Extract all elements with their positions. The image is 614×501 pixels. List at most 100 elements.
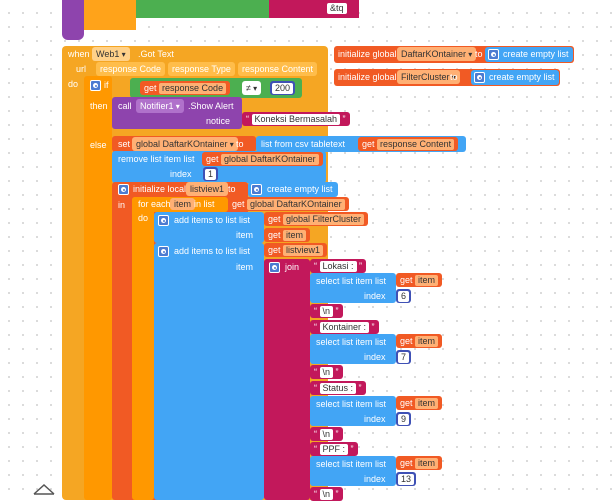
join-text-newline[interactable]: “ \n ” <box>310 365 343 379</box>
join-text-kontainer[interactable]: “ Kontainer : ” <box>310 320 379 334</box>
gear-icon[interactable] <box>90 80 101 91</box>
get-var[interactable]: global DaftarKOntainer <box>247 199 345 211</box>
get-var[interactable]: response Code <box>159 83 227 95</box>
add-items-listview-block[interactable]: add items to list list item <box>154 243 264 500</box>
get-response-content[interactable]: get response Content <box>358 137 459 151</box>
join-text-status[interactable]: “ Status : ” <box>310 381 366 395</box>
index-value[interactable]: 6 <box>398 291 410 303</box>
get-item-1[interactable]: get item <box>264 228 311 242</box>
gear-icon[interactable] <box>251 184 262 195</box>
select-item-block[interactable]: select list item list index <box>310 334 396 364</box>
get-item[interactable]: get item <box>396 273 443 287</box>
select-item-block[interactable]: select list item list index <box>310 456 396 486</box>
compare-op[interactable]: ≠ <box>242 81 262 95</box>
get-item[interactable]: get item <box>396 396 443 410</box>
index-value[interactable]: 9 <box>398 414 410 426</box>
get-listview[interactable]: get listview1 <box>264 243 328 257</box>
top-orange-block[interactable] <box>84 0 136 30</box>
top-purple-block[interactable] <box>62 0 84 40</box>
param-response-code[interactable]: response Code <box>96 62 166 76</box>
join-text-newline[interactable]: “ \n ” <box>310 487 343 501</box>
local-value-block[interactable]: create empty list <box>248 182 338 197</box>
string-value[interactable]: Lokasi : <box>319 261 357 273</box>
param-response-type[interactable]: response Type <box>168 62 235 76</box>
join-block[interactable]: join <box>264 259 310 500</box>
gear-icon[interactable] <box>269 262 280 273</box>
get-var[interactable]: item <box>415 275 439 287</box>
index-number[interactable]: 6 <box>396 289 412 303</box>
notice-label: notice <box>206 116 231 126</box>
get-daftar-foreach[interactable]: get global DaftarKOntainer <box>228 197 349 211</box>
string-value[interactable]: \n <box>319 306 334 318</box>
index-value[interactable]: 13 <box>398 474 415 486</box>
index-number[interactable]: 7 <box>396 350 412 364</box>
get-var[interactable]: item <box>415 458 439 470</box>
remove-index-value[interactable]: 1 <box>205 169 217 181</box>
remove-item-block[interactable]: remove list item list get global DaftarK… <box>112 151 326 183</box>
global-daftar-block[interactable]: initialize global DaftarKOntainer to cre… <box>334 46 574 63</box>
get-daftar[interactable]: get global DaftarKOntainer <box>202 152 323 166</box>
get-var[interactable]: global DaftarKOntainer <box>221 154 319 166</box>
notifier-component[interactable]: Notifier1 <box>136 99 184 113</box>
message-text[interactable]: Koneksi Bermasalah <box>251 114 341 126</box>
get-var[interactable]: response Content <box>377 139 455 151</box>
get-var[interactable]: listview1 <box>283 245 324 257</box>
get-var[interactable]: item <box>415 336 439 348</box>
event-component-dropdown[interactable]: Web1 <box>92 47 130 61</box>
call-label: call <box>118 101 132 111</box>
add-items-filter-block[interactable]: add items to list list item <box>154 212 264 243</box>
top-pink-block[interactable]: &tq <box>269 0 359 18</box>
get-var[interactable]: item <box>283 230 307 242</box>
csv-block[interactable]: list from csv tabletext get response Con… <box>256 136 466 152</box>
join-text-newline[interactable]: “ \n ” <box>310 427 343 441</box>
foreach-block[interactable] <box>132 197 154 500</box>
compare-number[interactable]: 200 <box>270 81 296 95</box>
gear-icon[interactable] <box>158 246 169 257</box>
gear-icon[interactable] <box>118 184 129 195</box>
get-label: get <box>268 214 281 224</box>
join-text-ppf[interactable]: “ PPF : ” <box>310 442 358 456</box>
join-text-newline[interactable]: “ \n ” <box>310 304 343 318</box>
message-string[interactable]: “ Koneksi Bermasalah ” <box>242 112 350 126</box>
string-value[interactable]: \n <box>319 367 334 379</box>
get-var[interactable]: item <box>415 398 439 410</box>
index-number[interactable]: 9 <box>396 412 412 426</box>
gear-icon[interactable] <box>158 215 169 226</box>
param-url[interactable]: url <box>76 64 87 74</box>
gear-icon[interactable] <box>474 72 485 83</box>
gear-icon[interactable] <box>488 49 499 60</box>
global-daftar-name[interactable]: DaftarKOntainer <box>397 47 477 61</box>
set-block[interactable]: set global DaftarKOntainer to <box>112 136 256 152</box>
get-filter-cluster[interactable]: get global FilterCluster <box>264 212 369 226</box>
get-item[interactable]: get item <box>396 456 443 470</box>
top-text-fragment[interactable]: &tq <box>327 3 347 14</box>
get-response-code[interactable]: get response Code <box>140 81 231 95</box>
string-value[interactable]: PPF : <box>319 444 349 456</box>
string-value[interactable]: Kontainer : <box>319 322 370 334</box>
string-value[interactable]: \n <box>319 489 334 501</box>
join-text-lokasi[interactable]: “ Lokasi : ” <box>310 259 367 273</box>
global-filter-name[interactable]: FilterCluster <box>397 70 460 84</box>
compare-block[interactable]: get response Code ≠ 200 <box>130 78 302 98</box>
if-block[interactable] <box>84 76 112 500</box>
call-notifier-block[interactable]: call Notifier1 .Show Alert notice <box>112 97 242 129</box>
local-name[interactable]: listview1 <box>186 182 229 196</box>
top-green-block[interactable] <box>136 0 269 18</box>
set-var[interactable]: global DaftarKOntainer <box>132 137 238 151</box>
global-filter-block[interactable]: initialize global FilterCluster to creat… <box>334 69 560 86</box>
index-value[interactable]: 7 <box>398 352 410 364</box>
collapse-arrow-icon[interactable] <box>32 482 56 496</box>
foreach-var[interactable]: item <box>170 198 196 210</box>
remove-index[interactable]: 1 <box>203 167 219 181</box>
csv-label: list from csv tabletext <box>261 139 346 149</box>
string-value[interactable]: Status : <box>319 383 357 395</box>
param-response-content[interactable]: response Content <box>238 62 318 76</box>
get-label: get <box>400 458 413 468</box>
get-var[interactable]: global FilterCluster <box>283 214 365 226</box>
compare-number-value[interactable]: 200 <box>272 83 294 95</box>
select-item-block[interactable]: select list item list index <box>310 396 396 426</box>
index-number[interactable]: 13 <box>396 472 417 486</box>
get-item[interactable]: get item <box>396 334 443 348</box>
string-value[interactable]: \n <box>319 429 334 441</box>
select-item-block[interactable]: select list item list index <box>310 273 396 303</box>
